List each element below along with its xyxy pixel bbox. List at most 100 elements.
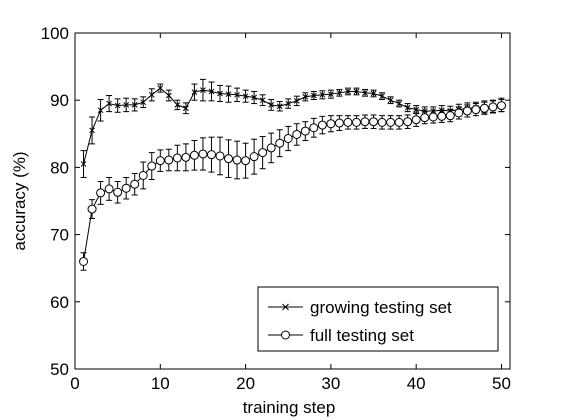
- data-point-0-38: [404, 104, 411, 111]
- data-point-1-32: [351, 117, 361, 127]
- data-point-0-27: [310, 92, 317, 99]
- legend: growing testing set full testing set: [257, 286, 499, 352]
- data-point-1-49: [496, 101, 506, 111]
- data-point-x-b-0-19: [242, 93, 249, 100]
- data-point-0-29: [328, 91, 334, 98]
- data-point-1-37: [394, 117, 404, 127]
- data-point-0-24: [285, 100, 292, 107]
- data-point-1-45: [462, 106, 472, 116]
- data-point-0-30: [336, 89, 343, 96]
- data-point-1-26: [300, 126, 310, 136]
- data-point-0-36: [387, 97, 394, 104]
- data-point-x-b-0-22: [268, 102, 275, 108]
- x-axis-label: training step: [243, 398, 336, 417]
- data-point-x-b-0-3: [106, 100, 112, 107]
- data-point-1-8: [147, 161, 157, 171]
- data-point-1-10: [164, 155, 174, 165]
- data-point-x-b-0-23: [276, 103, 283, 110]
- data-point-x-b-0-36: [387, 97, 394, 104]
- data-point-0-11: [174, 102, 181, 108]
- data-point-x-b-0-42: [438, 107, 445, 114]
- x-tick-label-40: 40: [407, 374, 426, 393]
- legend-marker-full: [281, 330, 290, 340]
- data-point-1-1: [87, 204, 97, 214]
- data-point-x-b-0-2: [97, 107, 104, 114]
- x-tick-label-0: 0: [70, 374, 79, 393]
- data-point-0-41: [430, 108, 437, 114]
- data-point-0-0: [80, 161, 87, 167]
- data-point-1-29: [326, 119, 336, 129]
- data-point-x-b-0-34: [370, 90, 377, 97]
- data-point-x-b-0-40: [421, 108, 428, 114]
- data-point-x-b-0-13: [191, 89, 198, 95]
- data-point-x-b-0-26: [302, 93, 309, 100]
- data-point-x-b-0-10: [165, 92, 172, 99]
- data-point-1-40: [420, 113, 430, 123]
- data-point-0-37: [396, 100, 402, 107]
- data-point-1-41: [428, 112, 438, 122]
- data-point-1-3: [104, 184, 114, 194]
- data-point-x-b-0-17: [225, 91, 232, 98]
- data-point-x-b-0-30: [336, 89, 343, 96]
- data-point-0-42: [438, 107, 445, 114]
- data-point-1-0: [79, 256, 89, 266]
- data-point-0-4: [114, 102, 121, 109]
- data-point-1-6: [130, 179, 140, 189]
- x-tick-label-10: 10: [151, 374, 170, 393]
- data-point-x-b-0-33: [362, 89, 368, 96]
- data-point-0-23: [276, 103, 283, 110]
- y-axis-ticks: 50 60 70 80 90 100: [41, 24, 510, 379]
- data-point-x-b-0-8: [148, 91, 155, 98]
- data-point-0-28: [319, 91, 326, 98]
- data-point-1-43: [445, 111, 455, 121]
- data-point-0-16: [217, 90, 223, 97]
- data-point-x-b-0-21: [259, 97, 266, 104]
- data-point-x-b-0-29: [328, 91, 334, 98]
- legend-label-full: full testing set: [310, 326, 414, 345]
- data-point-0-32: [353, 88, 360, 95]
- data-point-0-17: [225, 91, 232, 98]
- data-point-x-b-0-0: [80, 161, 87, 167]
- x-tick-label-30: 30: [321, 374, 340, 393]
- data-point-1-42: [437, 111, 447, 121]
- data-point-x-b-0-38: [404, 104, 411, 111]
- data-point-1-38: [403, 117, 413, 127]
- data-point-1-28: [317, 120, 327, 130]
- data-point-1-39: [411, 115, 421, 125]
- data-point-1-35: [377, 117, 387, 127]
- data-point-1-34: [369, 117, 379, 127]
- data-point-1-22: [266, 143, 276, 153]
- y-tick-label-90: 90: [50, 91, 69, 110]
- data-point-1-33: [360, 117, 370, 127]
- data-point-x-b-0-20: [251, 94, 257, 101]
- data-point-1-18: [232, 155, 242, 165]
- data-point-1-16: [215, 151, 225, 161]
- data-point-1-7: [138, 170, 148, 180]
- data-point-0-20: [251, 94, 257, 101]
- data-point-x-b-0-11: [174, 102, 181, 108]
- y-tick-label-60: 60: [50, 293, 69, 312]
- data-point-1-23: [275, 138, 285, 148]
- data-point-x-b-0-12: [183, 105, 189, 112]
- data-point-0-5: [123, 102, 130, 108]
- data-point-1-30: [334, 118, 344, 128]
- data-point-0-34: [370, 90, 377, 97]
- legend-box: [257, 286, 499, 352]
- data-point-0-14: [200, 87, 206, 93]
- y-tick-label-100: 100: [41, 24, 69, 43]
- data-point-x-b-0-37: [396, 100, 402, 107]
- data-point-0-10: [165, 92, 172, 99]
- data-point-1-12: [181, 152, 191, 162]
- data-point-0-7: [140, 99, 147, 106]
- data-point-1-21: [258, 148, 268, 158]
- y-tick-label-50: 50: [50, 360, 69, 379]
- data-point-0-25: [293, 98, 300, 104]
- data-point-1-15: [206, 150, 216, 160]
- data-point-0-12: [183, 105, 189, 112]
- data-point-1-25: [292, 129, 302, 139]
- data-point-1-13: [189, 150, 199, 160]
- data-point-x-b-0-35: [379, 93, 385, 100]
- data-point-1-46: [471, 105, 481, 115]
- data-point-x-b-0-6: [131, 102, 138, 108]
